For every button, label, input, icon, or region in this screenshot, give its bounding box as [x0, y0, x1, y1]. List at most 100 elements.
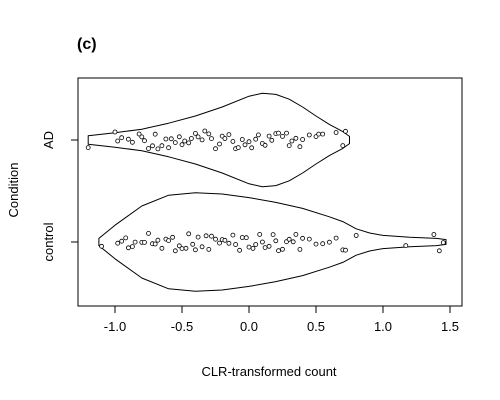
y-tick-label-ad: AD — [41, 131, 56, 149]
data-point-ad — [253, 136, 259, 142]
data-point-control — [172, 248, 178, 254]
data-point-control — [431, 232, 437, 237]
data-point-ad — [280, 133, 285, 139]
data-point-ad — [230, 138, 236, 144]
data-point-ad — [139, 134, 145, 140]
data-point-control — [152, 241, 158, 247]
data-point-control — [343, 247, 348, 253]
data-point-ad — [152, 131, 158, 137]
data-point-control — [266, 243, 272, 249]
data-point-ad — [340, 143, 346, 149]
data-point-ad — [119, 135, 125, 141]
data-point-ad — [166, 145, 172, 151]
data-point-control — [209, 233, 214, 239]
data-point-control — [326, 239, 332, 245]
data-point-control — [273, 238, 279, 244]
data-point-control — [257, 231, 263, 237]
data-point-control — [119, 238, 125, 244]
data-point-control — [290, 239, 296, 245]
data-point-control — [125, 245, 131, 251]
x-axis-title: CLR-transformed count — [201, 364, 336, 379]
data-point-ad — [293, 135, 299, 141]
data-point-control — [333, 235, 339, 241]
data-point-control — [440, 240, 446, 246]
data-point-control — [146, 230, 151, 236]
y-tick-label-control: control — [41, 222, 56, 261]
data-point-ad — [125, 136, 131, 142]
data-point-control — [226, 240, 232, 246]
data-point-ad — [112, 129, 118, 135]
data-point-control — [195, 234, 201, 240]
data-point-control — [293, 231, 299, 237]
x-tick-label: 0.5 — [307, 319, 325, 334]
data-point-ad — [186, 140, 192, 146]
data-point-control — [176, 243, 182, 249]
data-point-control — [280, 246, 285, 252]
data-point-control — [300, 235, 306, 241]
data-point-ad — [266, 133, 272, 139]
data-point-control — [115, 240, 121, 246]
x-tick-label: 0.0 — [240, 319, 258, 334]
data-point-ad — [155, 146, 161, 152]
data-point-ad — [159, 143, 165, 149]
data-point-ad — [226, 132, 232, 138]
data-point-control — [262, 245, 268, 251]
data-point-ad — [192, 130, 198, 136]
data-point-ad — [235, 145, 241, 151]
data-point-control — [222, 237, 228, 243]
x-tick-label: 1.5 — [441, 319, 459, 334]
data-point-control — [297, 246, 303, 252]
data-point-control — [253, 242, 259, 247]
data-point-ad — [242, 142, 248, 148]
violin-control — [98, 192, 447, 292]
data-point-ad — [136, 131, 142, 137]
data-point-ad — [343, 128, 348, 134]
data-point-ad — [276, 130, 281, 136]
data-point-ad — [300, 137, 306, 142]
data-point-ad — [202, 128, 208, 134]
data-point-ad — [142, 138, 147, 144]
data-point-control — [233, 242, 239, 247]
data-point-ad — [150, 143, 155, 149]
data-point-control — [190, 241, 196, 247]
data-point-control — [246, 244, 252, 250]
data-point-ad — [209, 136, 214, 142]
data-point-control — [192, 247, 198, 253]
data-point-control — [313, 241, 319, 247]
data-point-control — [183, 245, 189, 251]
data-point-ad — [249, 145, 255, 151]
y-axis-title: Condition — [6, 163, 21, 218]
data-point-control — [99, 243, 104, 249]
data-point-ad — [179, 142, 185, 148]
violin-ad — [85, 92, 350, 188]
data-point-ad — [262, 142, 268, 148]
data-point-control — [166, 238, 172, 244]
data-point-control — [217, 240, 222, 246]
data-point-control — [170, 234, 176, 240]
data-point-ad — [115, 138, 121, 144]
data-point-control — [203, 233, 209, 239]
data-point-control — [237, 247, 243, 253]
data-point-control — [270, 232, 276, 238]
data-point-ad — [297, 144, 303, 150]
data-point-ad — [255, 132, 261, 138]
data-point-ad — [195, 134, 201, 140]
data-point-ad — [222, 136, 228, 141]
data-point-ad — [217, 141, 222, 147]
data-point-control — [239, 235, 245, 240]
plot-area — [85, 92, 447, 292]
data-point-control — [213, 236, 218, 242]
data-point-control — [155, 237, 161, 243]
violin-outline-control — [98, 192, 447, 292]
data-point-control — [306, 236, 312, 242]
data-point-control — [276, 248, 281, 254]
data-point-control — [132, 239, 138, 245]
y-axis: control AD — [41, 131, 79, 262]
data-point-ad — [333, 130, 339, 135]
data-point-control — [199, 244, 205, 250]
data-point-ad — [129, 139, 135, 145]
data-point-ad — [146, 146, 151, 151]
data-point-control — [286, 236, 292, 242]
data-point-ad — [246, 139, 252, 145]
